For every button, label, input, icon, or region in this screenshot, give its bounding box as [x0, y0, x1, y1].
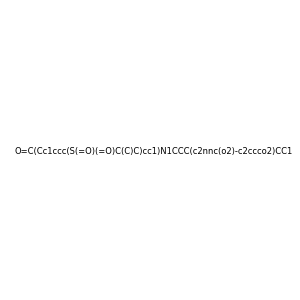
Text: O=C(Cc1ccc(S(=O)(=O)C(C)C)cc1)N1CCC(c2nnc(o2)-c2ccco2)CC1: O=C(Cc1ccc(S(=O)(=O)C(C)C)cc1)N1CCC(c2nn… [15, 147, 293, 156]
